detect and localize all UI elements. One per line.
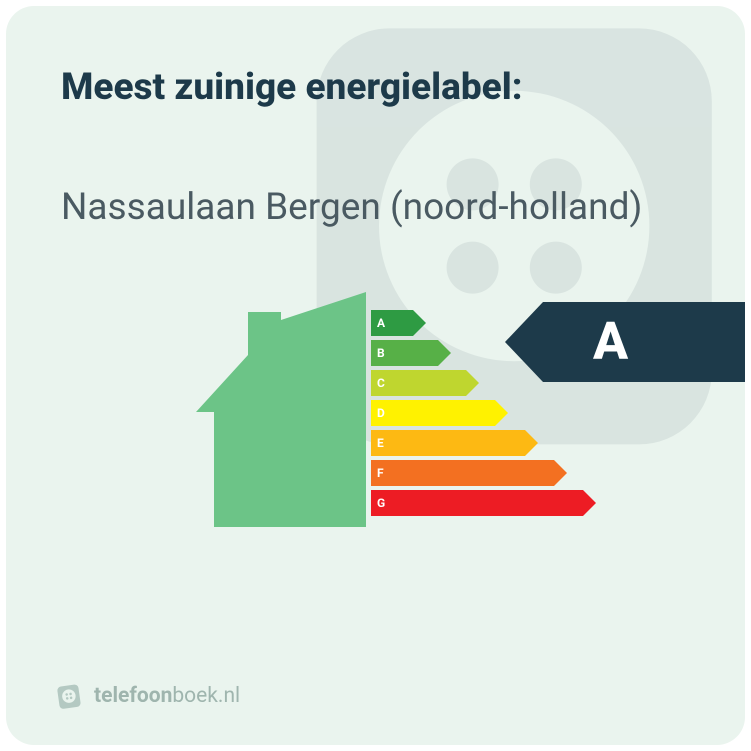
location-text: Nassaulaan Bergen (noord-holland): [61, 185, 690, 231]
bar-letter: F: [377, 460, 384, 486]
heading: Meest zuinige energielabel:: [61, 66, 690, 110]
house-icon: [196, 292, 396, 527]
energy-label-chart: ABCDEFG A: [61, 292, 690, 552]
brand-tld: .nl: [218, 684, 240, 708]
rating-badge: A: [505, 302, 745, 382]
bar-letter: D: [377, 400, 385, 426]
bar-letter: C: [377, 370, 385, 396]
brand-thin: boek: [172, 684, 218, 708]
bar-letter: G: [377, 490, 385, 516]
bar-letter: A: [377, 310, 385, 336]
phonebook-icon: [56, 682, 84, 710]
brand-bold: telefoon: [94, 684, 172, 708]
bar-letter: E: [377, 430, 384, 456]
footer-text: telefoonboek.nl: [94, 684, 240, 708]
info-card: Meest zuinige energielabel: Nassaulaan B…: [6, 6, 745, 745]
footer-brand: telefoonboek.nl: [56, 682, 240, 710]
bar-letter: B: [377, 340, 385, 366]
rating-letter: A: [593, 302, 628, 382]
